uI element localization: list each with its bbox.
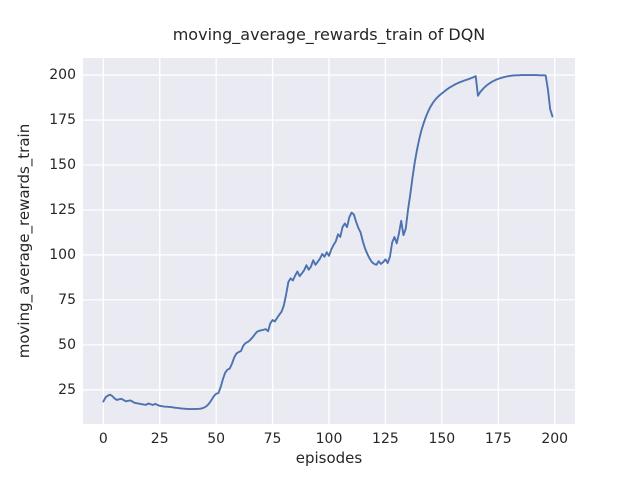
y-tick-label: 200 (49, 67, 76, 84)
x-tick-label: 150 (428, 431, 456, 447)
y-axis-label: moving_average_rewards_train (15, 123, 33, 359)
x-tick-label: 75 (263, 431, 282, 447)
x-tick-label: 100 (315, 431, 343, 447)
y-tick-label: 100 (49, 246, 76, 263)
x-axis-label: episodes (295, 449, 363, 467)
x-tick-label: 125 (372, 431, 399, 447)
x-tick-label: 200 (541, 431, 569, 447)
x-tick-label: 0 (98, 431, 108, 447)
y-tick-label: 25 (58, 381, 76, 398)
y-tick-label: 150 (49, 157, 76, 173)
y-tick-label: 75 (58, 291, 76, 308)
data-line (102, 74, 554, 411)
x-tick-label: 175 (484, 431, 512, 447)
chart-title: moving_average_rewards_train of DQN (172, 25, 486, 44)
x-tick-label: 25 (150, 431, 169, 447)
y-tick-label: 175 (49, 112, 76, 129)
y-tick-label: 125 (49, 201, 76, 218)
y-tick-label: 50 (58, 336, 76, 353)
x-tick-label: 50 (207, 431, 226, 447)
